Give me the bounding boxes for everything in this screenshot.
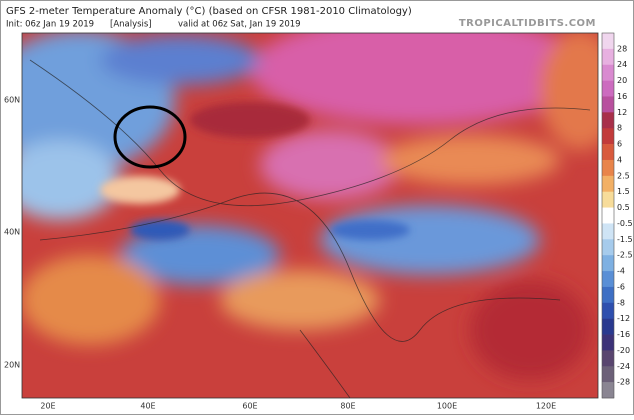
colorbar-label: -6 <box>617 282 625 291</box>
colorbar-cell <box>602 80 614 97</box>
colorbar-cell <box>602 144 614 161</box>
colorbar-label: -16 <box>617 330 630 339</box>
colorbar-label: -2.5 <box>617 251 633 260</box>
colorbar-label: -8 <box>617 298 625 307</box>
analysis-tag: [Analysis] <box>110 20 152 30</box>
colorbar-label: 0.5 <box>617 203 630 212</box>
colorbar-label: -28 <box>617 378 630 387</box>
colorbar-cell <box>602 271 614 288</box>
valid-time: valid at 06z Sat, Jan 19 2019 <box>178 20 301 30</box>
lat-label: 20N <box>4 361 20 370</box>
colorbar-cell <box>602 33 614 50</box>
colorbar-label: 28 <box>617 44 627 53</box>
colorbar-cell <box>602 302 614 319</box>
init-time: Init: 06z Jan 19 2019 <box>6 20 94 30</box>
colorbar-cell <box>602 159 614 177</box>
lat-label: 60N <box>4 96 20 105</box>
colorbar-label: -1.5 <box>617 235 633 244</box>
colorbar-cell <box>602 207 614 224</box>
lon-label: 40E <box>140 402 155 411</box>
anomaly-field <box>22 33 598 398</box>
colorbar-label: -0.5 <box>617 219 633 228</box>
colorbar-cell <box>602 255 614 272</box>
colorbar-cell <box>602 286 614 304</box>
lon-label: 20E <box>40 402 55 411</box>
colorbar-label: 12 <box>617 108 627 117</box>
colorbar-cell <box>602 366 614 383</box>
lat-label: 40N <box>4 228 20 237</box>
colorbar-label: -20 <box>617 346 630 355</box>
colorbar-label: 16 <box>617 92 627 101</box>
colorbar-cell <box>602 382 614 399</box>
source-watermark: TROPICALTIDBITS.COM <box>459 18 596 29</box>
colorbar-cell <box>602 64 614 81</box>
colorbar-cell <box>602 96 614 113</box>
colorbar-label: 2.5 <box>617 171 630 180</box>
lon-label: 60E <box>242 402 257 411</box>
lon-label: 80E <box>340 402 355 411</box>
colorbar-cell <box>602 191 614 208</box>
colorbar-cell <box>602 112 614 129</box>
colorbar-cell <box>602 318 614 335</box>
colorbar-label: 24 <box>617 60 627 69</box>
colorbar-cell <box>602 48 614 66</box>
colorbar-label: -4 <box>617 267 625 276</box>
colorbar-border <box>601 32 615 399</box>
colorbar-label: 1.5 <box>617 187 630 196</box>
colorbar-label: 6 <box>617 140 622 149</box>
colorbar-label: 20 <box>617 76 627 85</box>
title: GFS 2-meter Temperature Anomaly (°C) (ba… <box>6 6 412 17</box>
colorbar-cell <box>602 175 614 192</box>
colorbar-cell <box>602 128 614 145</box>
colorbar-cell <box>602 350 614 367</box>
map-border <box>21 32 599 399</box>
lon-label: 120E <box>536 402 556 411</box>
colorbar-label: 4 <box>617 155 622 164</box>
colorbar-cell <box>602 223 614 240</box>
colorbar-label: -12 <box>617 314 630 323</box>
colorbar-cell <box>602 334 614 351</box>
colorbar-label: -24 <box>617 362 630 371</box>
colorbar-label: 8 <box>617 124 622 133</box>
colorbar-cell <box>602 239 614 256</box>
colorbar: 28 24 20 16 12 8 6 4 2.5 1.5 0.5 -0.5 -1.5 -2.5 -4 -6 -8… <box>601 32 633 399</box>
lon-label: 100E <box>437 402 457 411</box>
